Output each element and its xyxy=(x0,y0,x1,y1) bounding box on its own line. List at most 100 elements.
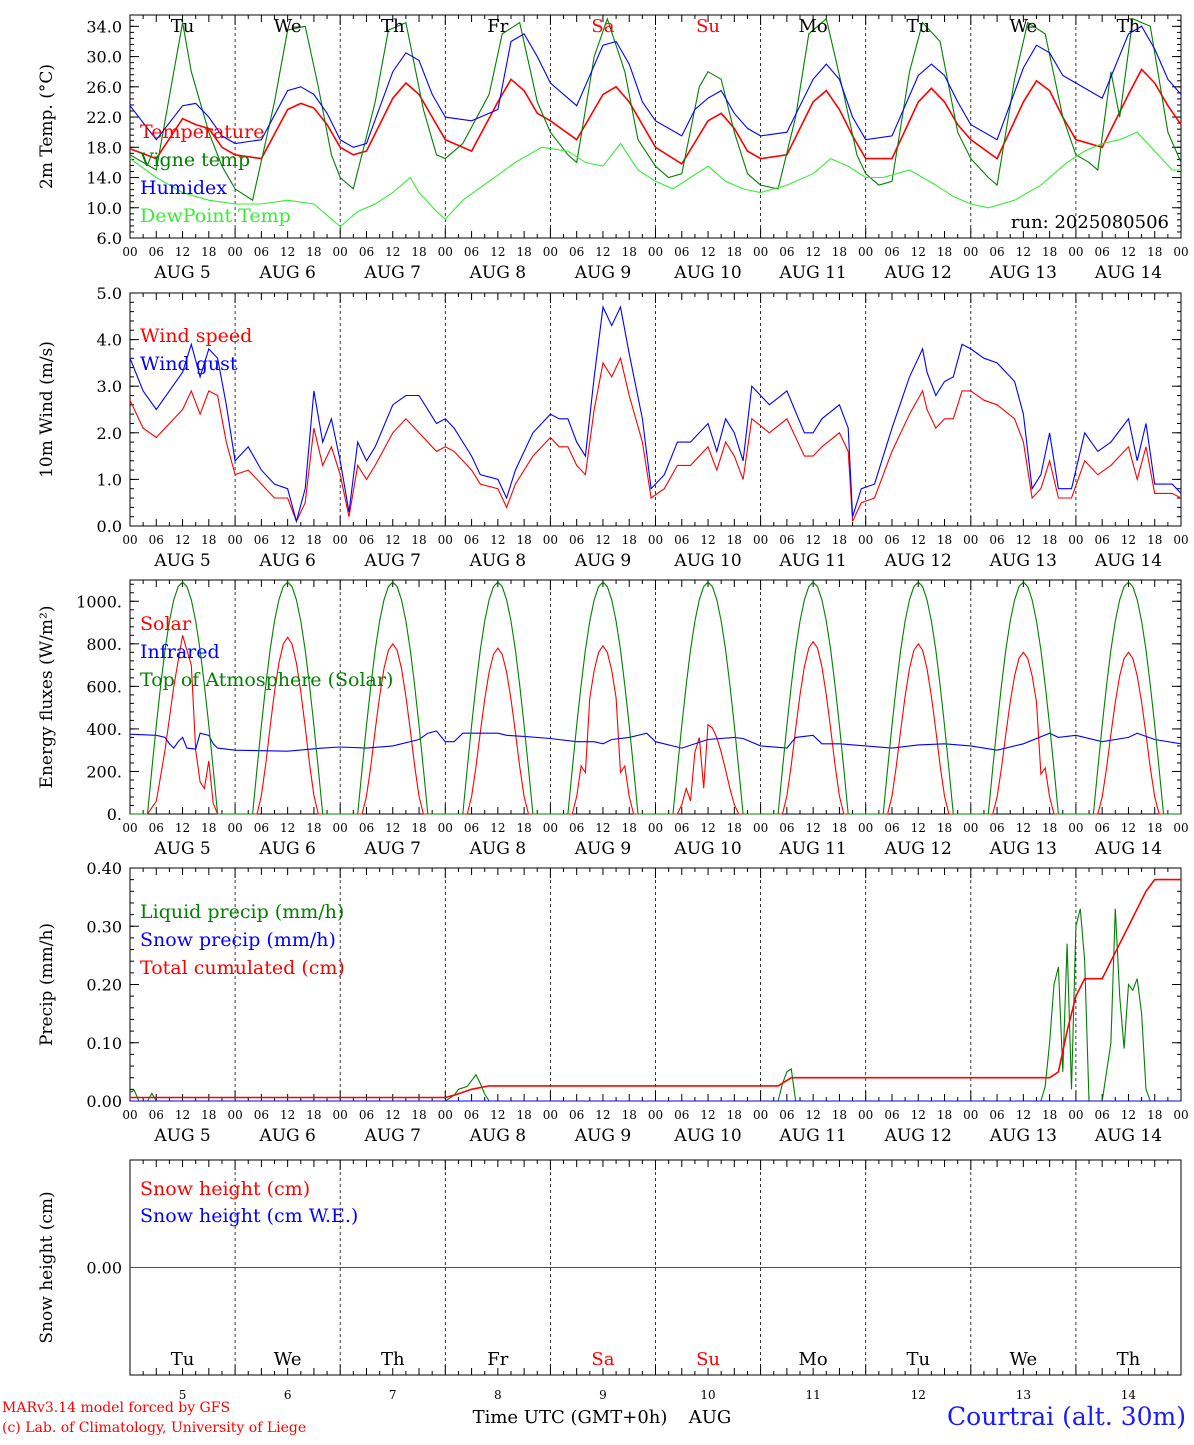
hour-label: 18 xyxy=(937,245,952,259)
hour-label: 00 xyxy=(1068,821,1083,835)
y-tick-label: 0.10 xyxy=(86,1034,122,1053)
date-label: AUG 10 xyxy=(673,1126,741,1146)
hour-label: 06 xyxy=(569,821,584,835)
hour-label: 00 xyxy=(858,533,873,547)
hour-label: 12 xyxy=(700,821,715,835)
hour-label: 18 xyxy=(201,533,216,547)
weekday-label: Th xyxy=(1117,1349,1141,1370)
date-label: AUG 9 xyxy=(574,263,631,283)
series-line-wind-gust xyxy=(129,305,1182,524)
hour-label: 00 xyxy=(1068,533,1083,547)
hour-label: 12 xyxy=(911,245,926,259)
run-label: run: 2025080506 xyxy=(1011,212,1169,233)
y-tick-label: 1.0 xyxy=(97,470,122,489)
date-label: AUG 14 xyxy=(1094,263,1162,283)
date-label: AUG 8 xyxy=(469,263,526,283)
hour-label: 00 xyxy=(333,1108,348,1122)
weekday-label: Tu xyxy=(906,1349,930,1370)
y-tick-label: 14.0 xyxy=(86,169,122,188)
hour-label: 06 xyxy=(359,533,374,547)
hour-label: 06 xyxy=(674,533,689,547)
hour-label: 00 xyxy=(753,821,768,835)
chart-panel-3: 0. 200. 400. 600. 800. 1000. Energy fluxes (W/… xyxy=(37,579,1189,859)
date-label: AUG 8 xyxy=(469,839,526,859)
day-number: 9 xyxy=(599,1388,607,1402)
legend-entry: Temperature xyxy=(140,121,264,143)
legend-entry: Wind gust xyxy=(140,353,238,375)
date-label: AUG 10 xyxy=(673,263,741,283)
hour-label: 06 xyxy=(779,821,794,835)
weekday-label: Fr xyxy=(487,16,508,37)
series-line-humidex xyxy=(129,25,1182,148)
date-label: AUG 12 xyxy=(884,1126,952,1146)
hour-label: 12 xyxy=(280,821,295,835)
hour-label: 06 xyxy=(359,821,374,835)
chart-panel-4: 0.00 0.10 0.20 0.30 0.40 Precip (mm/h) 00 06 12 1… xyxy=(37,859,1189,1146)
y-axis-label: 10m Wind (m/s) xyxy=(37,341,57,478)
hour-label: 06 xyxy=(779,1108,794,1122)
hour-label: 00 xyxy=(227,1108,242,1122)
hour-label: 18 xyxy=(622,533,637,547)
legend-entry: Snow height (cm W.E.) xyxy=(140,1205,358,1227)
hour-label: 18 xyxy=(306,245,321,259)
hour-label: 12 xyxy=(806,821,821,835)
legend-entry: Liquid precip (mm/h) xyxy=(140,901,344,923)
hour-label: 12 xyxy=(806,533,821,547)
hour-label: 18 xyxy=(622,821,637,835)
series-line-wind-speed xyxy=(129,356,1182,523)
hour-label: 12 xyxy=(1121,821,1136,835)
hour-label: 18 xyxy=(1042,821,1057,835)
y-tick-label: 6.0 xyxy=(97,229,122,248)
hour-label: 06 xyxy=(1095,821,1110,835)
hour-label: 12 xyxy=(490,821,505,835)
hour-label: 06 xyxy=(464,1108,479,1122)
series-line-total-cumulated-cm- xyxy=(130,878,1181,1099)
hour-label: 18 xyxy=(201,245,216,259)
hour-label: 12 xyxy=(490,533,505,547)
hour-label: 06 xyxy=(989,1108,1004,1122)
hour-label: 18 xyxy=(201,1108,216,1122)
hour-label: 18 xyxy=(411,1108,426,1122)
hour-label: 18 xyxy=(516,533,531,547)
y-tick-label: 3.0 xyxy=(97,377,122,396)
hour-label: 18 xyxy=(937,533,952,547)
hour-label: 06 xyxy=(989,821,1004,835)
hour-label: 06 xyxy=(149,533,164,547)
hour-label: 18 xyxy=(1147,533,1162,547)
chart-panel-5: 0.00 Snow height (cm) Snow height (cm) Snow… xyxy=(37,1159,1182,1428)
hour-label: 00 xyxy=(753,1108,768,1122)
hour-label: 00 xyxy=(438,821,453,835)
hour-label: 12 xyxy=(595,245,610,259)
hour-label: 06 xyxy=(569,1108,584,1122)
hour-label: 06 xyxy=(1095,533,1110,547)
date-label: AUG 14 xyxy=(1094,551,1162,571)
hour-label: 12 xyxy=(175,245,190,259)
hour-label: 18 xyxy=(1042,245,1057,259)
hour-label: 00 xyxy=(1173,821,1188,835)
legend-entry: Humidex xyxy=(140,177,227,199)
hour-label: 06 xyxy=(359,245,374,259)
hour-label: 12 xyxy=(280,533,295,547)
hour-label: 12 xyxy=(700,1108,715,1122)
hour-label: 00 xyxy=(963,821,978,835)
y-tick-label: 2.0 xyxy=(97,424,122,443)
y-tick-label: 600. xyxy=(86,677,122,696)
hour-label: 00 xyxy=(963,245,978,259)
hour-label: 12 xyxy=(175,533,190,547)
series-line-dewpoint-temp xyxy=(129,131,1181,228)
hour-label: 18 xyxy=(516,245,531,259)
weekday-label: Su xyxy=(696,16,720,37)
date-label: AUG 6 xyxy=(258,1126,315,1146)
date-label: AUG 11 xyxy=(779,551,847,571)
date-label: AUG 13 xyxy=(989,551,1057,571)
weekday-label: Mo xyxy=(799,16,828,37)
hour-label: 00 xyxy=(543,245,558,259)
date-label: AUG 5 xyxy=(153,551,210,571)
weekday-label: Sa xyxy=(591,16,614,37)
series-line-temperature xyxy=(129,68,1182,166)
hour-label: 06 xyxy=(989,245,1004,259)
chart-panel-1: 6.0 10.0 14.0 18.0 22.0 26.0 30.0 34.0 2m Temp. … xyxy=(37,14,1189,283)
hour-label: 00 xyxy=(963,1108,978,1122)
